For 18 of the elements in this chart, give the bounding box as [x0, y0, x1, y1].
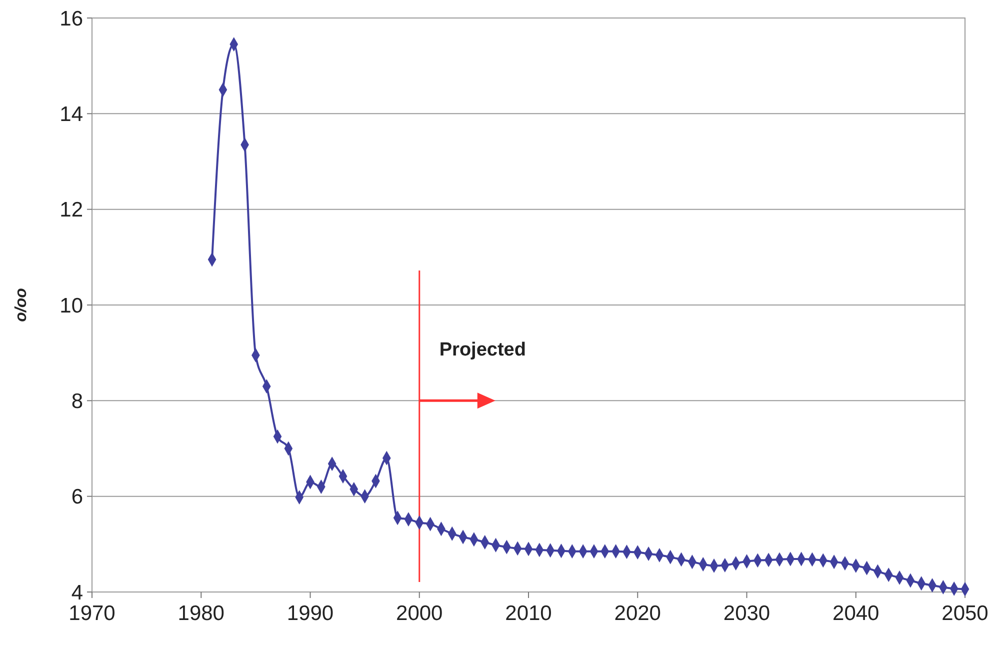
x-tick-label: 1990 [286, 602, 334, 625]
x-tick-label: 2050 [942, 602, 988, 625]
y-tick-label: 10 [60, 294, 83, 318]
y-tick-label: 12 [60, 198, 83, 222]
y-tick-label: 16 [60, 7, 83, 30]
annotation: Projected [439, 340, 526, 361]
x-tick-label: 1980 [178, 602, 224, 625]
y-tick-label: 4 [71, 581, 84, 604]
x-tick-label: 1970 [68, 602, 116, 625]
x-tick-label: 2030 [723, 602, 770, 625]
x-tick-label: 2020 [614, 602, 661, 625]
y-tick-label: 14 [60, 103, 84, 126]
x-tick-label: 2010 [505, 602, 552, 625]
y-axis-title: o/oo [13, 288, 30, 322]
y-tick-label: 8 [71, 390, 83, 414]
x-tick-label: 2000 [396, 602, 443, 625]
y-tick-label: 6 [71, 486, 83, 509]
x-tick-label: 2040 [832, 602, 880, 625]
